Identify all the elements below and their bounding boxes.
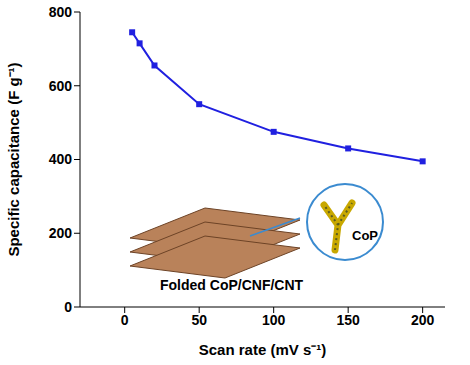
svg-text:CoP: CoP [352,228,378,243]
svg-text:Folded CoP/CNF/CNT: Folded CoP/CNF/CNT [160,277,304,293]
svg-text:50: 50 [191,312,207,328]
svg-text:200: 200 [49,225,73,241]
svg-text:200: 200 [411,312,435,328]
svg-text:Specific capacitance (F g⁻¹): Specific capacitance (F g⁻¹) [5,62,22,256]
svg-text:Scan rate (mV s⁻¹): Scan rate (mV s⁻¹) [199,341,327,358]
svg-text:150: 150 [336,312,360,328]
svg-text:600: 600 [49,78,73,94]
svg-text:100: 100 [262,312,286,328]
svg-text:800: 800 [49,4,73,20]
svg-text:400: 400 [49,151,73,167]
svg-text:0: 0 [64,299,72,315]
svg-text:0: 0 [121,312,129,328]
